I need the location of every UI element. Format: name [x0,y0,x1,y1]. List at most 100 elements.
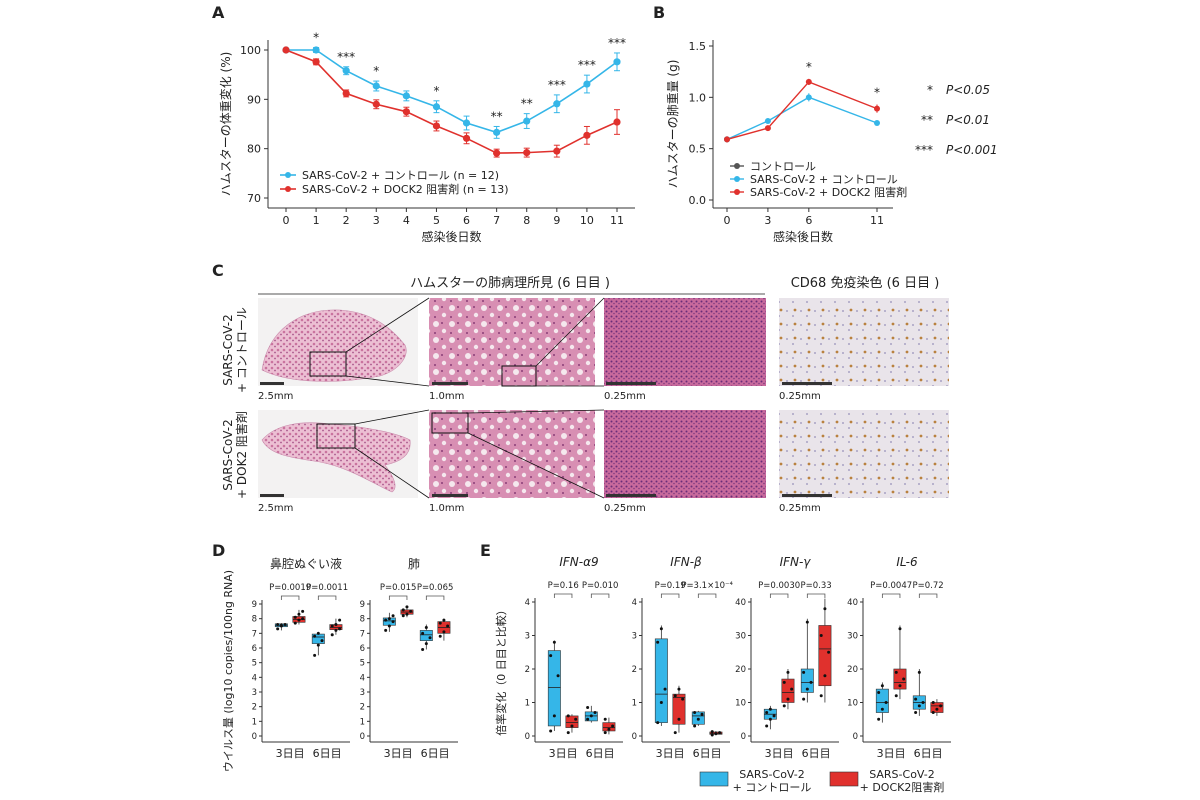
box-point [663,687,667,691]
box-point [276,623,280,627]
image-r2-lung-high [604,410,766,498]
box-point [877,690,881,694]
box-point [405,612,409,616]
y-tick-label: 0 [632,732,637,742]
box-point [939,704,943,708]
pvalue-bracket [317,595,337,600]
panel-label-c: C [212,261,224,280]
x-tick-label: 8 [523,214,530,227]
box-point [790,687,794,691]
box-point [334,628,338,632]
box-point [574,717,578,721]
y-tick-label: 0.0 [689,194,707,207]
subplot-title: IFN-β [670,555,702,569]
box-point [424,642,428,646]
box-point [917,670,921,674]
significance-mark: * [373,64,379,78]
box-point [696,717,700,721]
box-point [917,704,921,708]
y-tick-label: 4 [525,598,530,608]
data-point [402,108,410,116]
legend-marker [285,172,291,178]
significance-mark: * [806,60,812,74]
x-category-label: 6日目 [586,747,615,760]
data-point [523,149,531,157]
y-tick-label: 1 [632,699,637,709]
data-point [805,78,812,85]
x-category-label: 6日目 [693,747,722,760]
data-point [432,122,441,130]
pvalue-label: P=0.065 [417,583,454,593]
image-r1-zoom-box [309,351,347,377]
data-point [312,46,320,54]
panel-c-histology: ハムスターの肺病理所見 (6 日目 ) CD68 免疫染色 (6 日目 ) SA… [221,275,949,514]
box-point [401,614,405,618]
box-point [301,609,305,613]
box-point [391,620,395,624]
y-tick-label: 8 [252,615,257,625]
legend-label: SARS-CoV-2 + DOCK2 阻害剤 (n = 13) [302,182,509,196]
box-point [768,717,772,721]
box-point [894,670,898,674]
box-point [391,614,395,618]
box-point [823,674,827,678]
image-r2-cd68 [779,410,949,498]
y-tick-label: 1.5 [689,40,707,53]
image-r1-lung-mid [429,298,595,386]
significance-key-stars: ** [921,113,933,127]
box-point [297,612,301,616]
box-iqr [565,715,579,728]
box-point [566,714,570,718]
zoom-line [354,447,430,499]
box-point [898,627,902,631]
box-point [316,643,320,647]
y-tick-label: 90 [247,93,261,106]
box-point [276,627,280,631]
box-point [293,621,297,625]
box-point [549,654,553,658]
x-tick-label: 2 [343,214,350,227]
scale-bar [260,494,284,497]
pvalue-label: P=3.1×10⁻⁴ [681,581,733,591]
box-point [603,717,607,721]
scale-bar [606,494,656,497]
y-tick-label: 6 [360,644,365,654]
data-point [583,131,591,139]
scale-label: 2.5mm [258,503,293,514]
box-point [700,712,704,716]
box-point [659,701,663,704]
box-point [809,680,813,684]
pvalue-label: P=0.16 [548,581,579,591]
significance-mark: * [874,86,880,100]
box-point [765,724,769,728]
box-point [549,729,553,733]
legend-label: + コントロール [733,781,812,794]
y-axis-label: ハムスターの肺重量 (g) [666,60,680,189]
y-axis-label: ハムスターの体重変化 (%) [218,52,233,197]
box-point [884,701,888,704]
y-tick-label: 1 [360,717,365,727]
box-point [611,724,615,728]
significance-mark: * [313,31,319,45]
box-point [401,608,405,612]
pvalue-label: P=0.0047 [870,581,912,591]
y-tick-label: 2 [360,703,365,713]
x-category-label: 3日目 [877,747,906,760]
x-category-label: 3日目 [276,747,305,760]
box-point [301,617,305,621]
legend-label: コントロール [750,160,816,173]
y-tick-label: 0 [741,732,746,742]
data-point [874,120,880,126]
box-point [656,721,660,725]
x-tick-label: 11 [870,214,884,227]
y-tick-label: 5 [252,659,257,669]
box-point [656,640,660,644]
box-point [334,623,338,627]
box-point [902,677,906,681]
y-tick-label: 30 [847,632,858,642]
data-point [432,103,441,111]
y-tick-label: 1.0 [689,91,707,104]
box-point [442,630,446,634]
zoom-line [345,375,430,387]
box-point [320,639,324,643]
